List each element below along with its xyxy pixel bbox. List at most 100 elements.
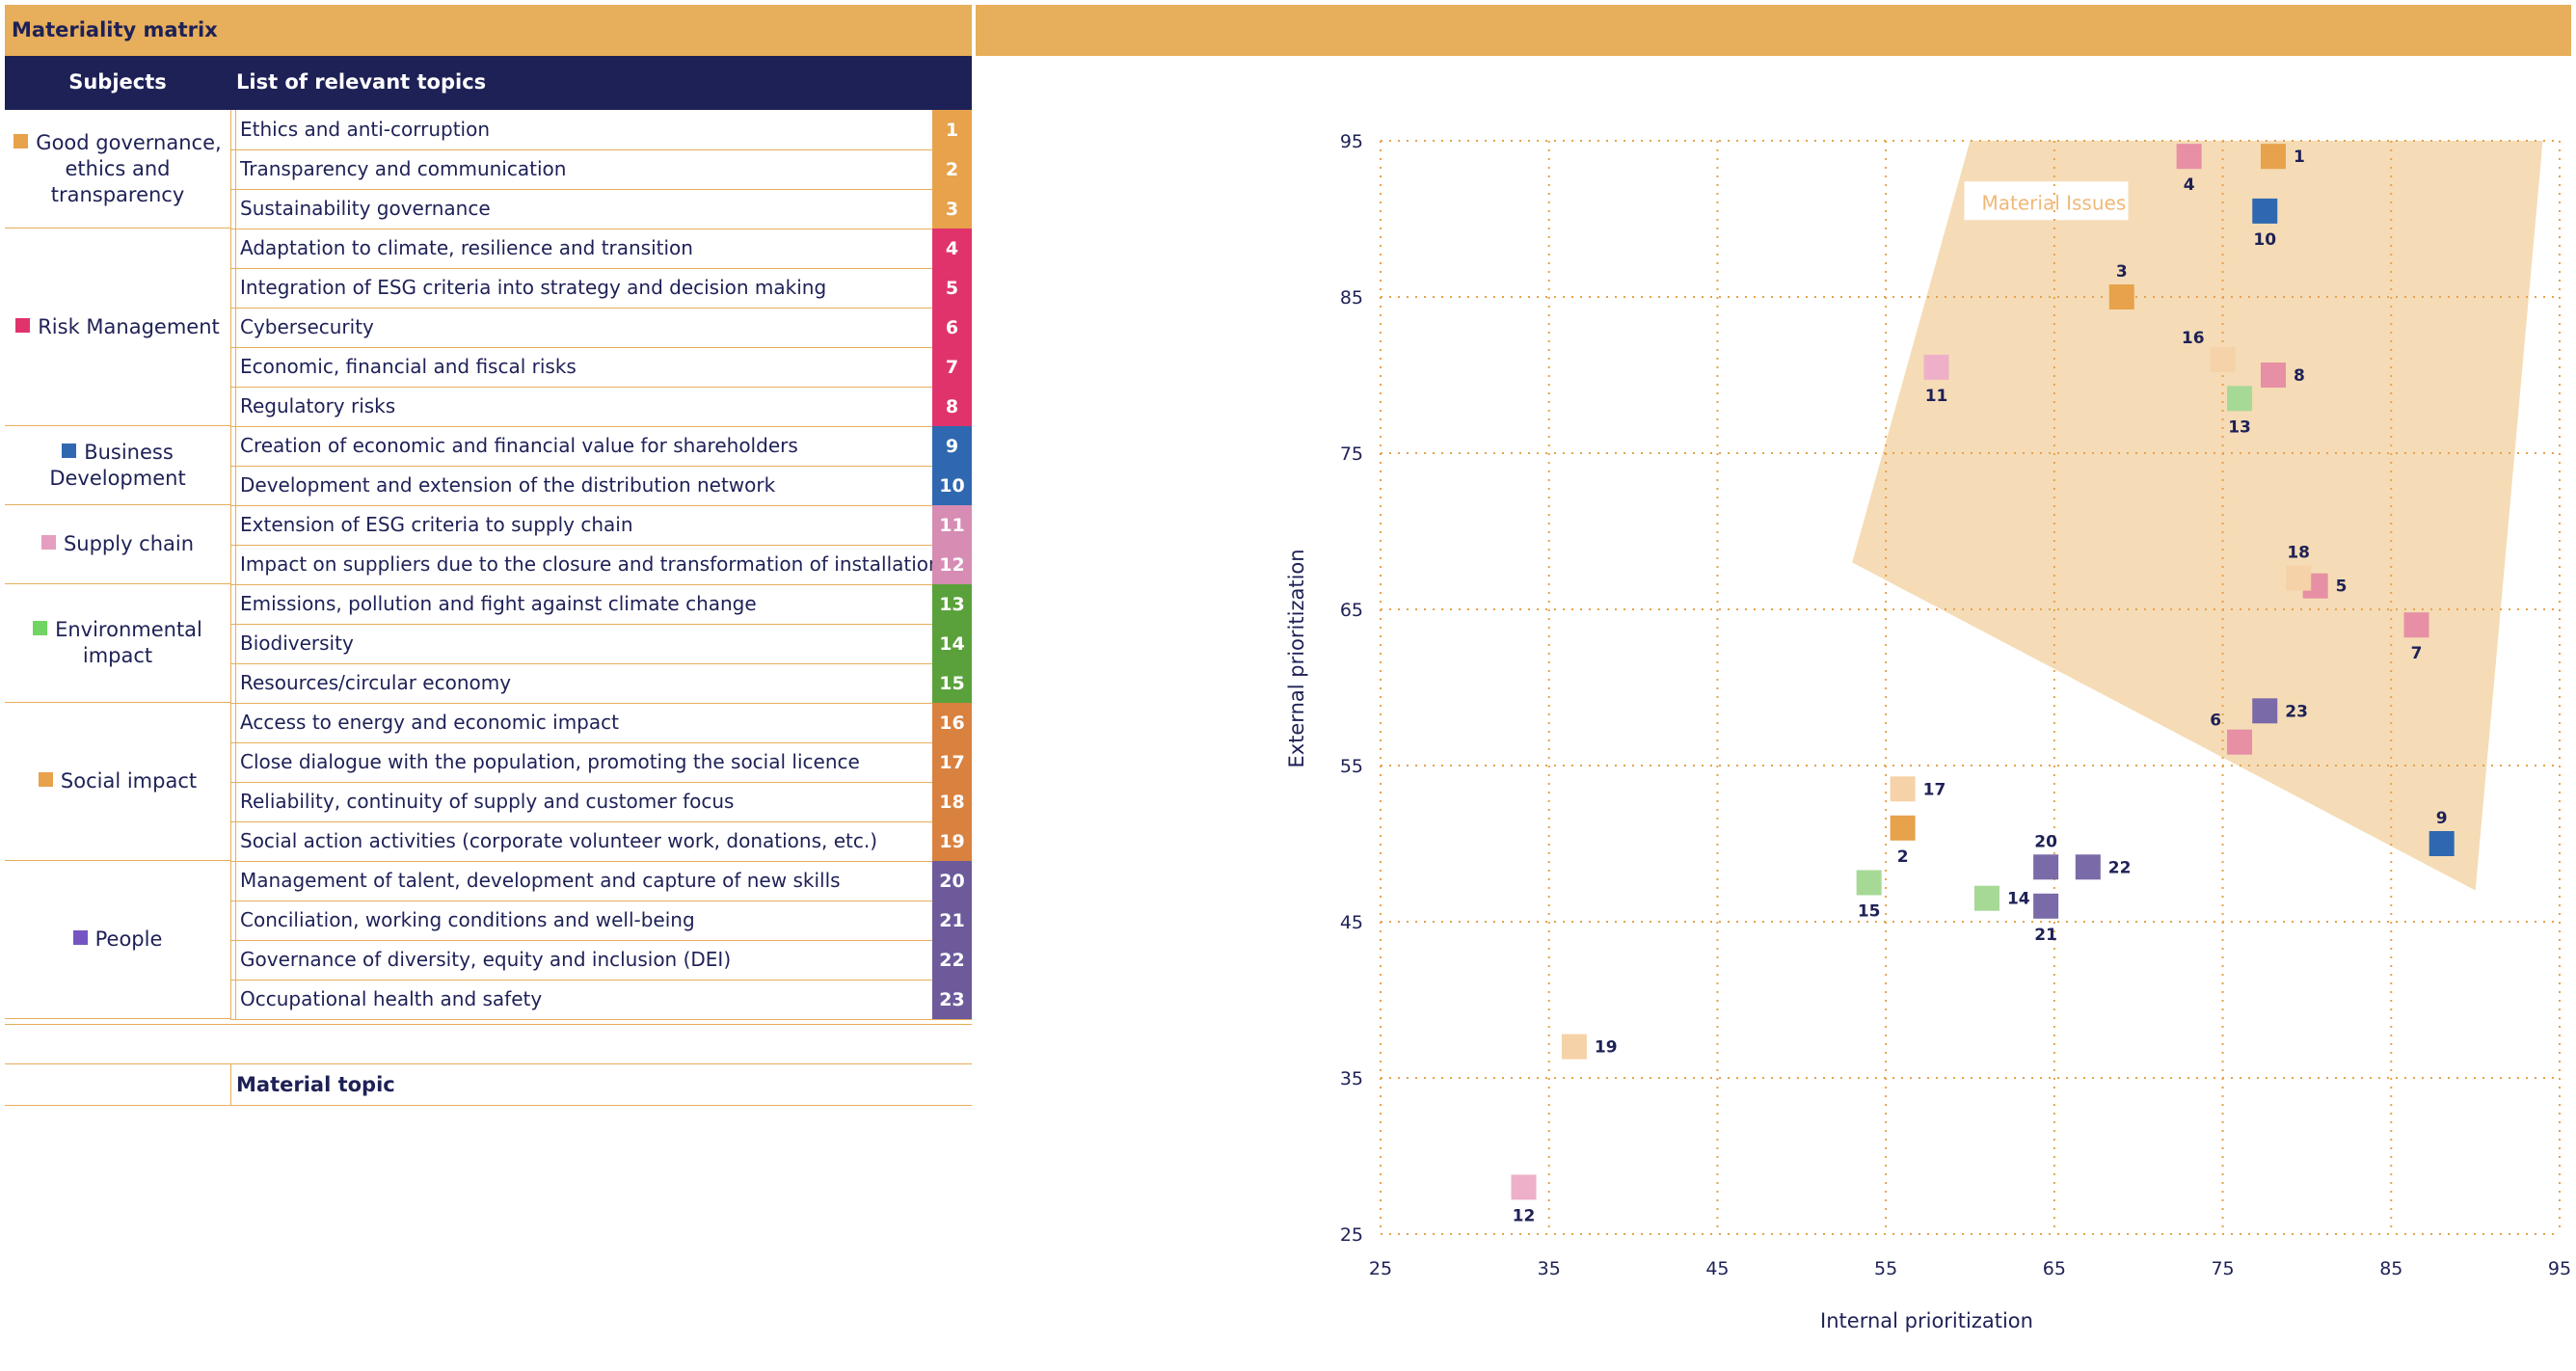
table-row: Cybersecurity 6	[230, 308, 972, 348]
subject-name: Supply chain	[63, 532, 195, 555]
topic-label: Occupational health and safety	[240, 987, 543, 1010]
data-point-label: 21	[2034, 926, 2057, 945]
legend-divider	[230, 1064, 231, 1105]
y-tick-label: 75	[1340, 444, 1363, 465]
subject-label: Risk Management	[15, 314, 220, 340]
subject-square-icon	[33, 621, 48, 635]
topic-number-badge: 13	[932, 584, 972, 624]
table-header: Subjects List of relevant topics	[5, 56, 972, 110]
y-tick-label: 65	[1340, 600, 1363, 621]
subject-cell: Risk Management	[5, 228, 231, 426]
table-row: Ethics and anti-corruption 1	[230, 110, 972, 150]
table-row: Extension of ESG criteria to supply chai…	[230, 505, 972, 546]
data-point-label: 3	[2116, 262, 2128, 282]
topic-label: Management of talent, development and ca…	[240, 869, 841, 892]
topic-number-badge: 8	[932, 387, 972, 426]
subject-name: Business Development	[49, 440, 186, 490]
subject-cell: People	[5, 861, 231, 1019]
table-row: Access to energy and economic impact 16	[230, 703, 972, 743]
table-row: Reliability, continuity of supply and cu…	[230, 782, 972, 822]
table-row: Management of talent, development and ca…	[230, 861, 972, 901]
table-row: Creation of economic and financial value…	[230, 426, 972, 467]
topic-number-badge: 15	[932, 663, 972, 703]
subject-square-icon	[40, 535, 56, 550]
data-point-label: 22	[2108, 858, 2132, 877]
table-row: Transparency and communication 2	[230, 149, 972, 190]
y-tick-label: 85	[1340, 287, 1363, 309]
data-point-2	[1890, 815, 1916, 841]
topic-label: Resources/circular economy	[240, 671, 512, 694]
column-header-subjects: Subjects	[68, 70, 167, 94]
topic-label: Biodiversity	[240, 632, 354, 655]
subject-square-icon	[13, 133, 29, 148]
topic-label: Development and extension of the distrib…	[240, 473, 776, 497]
topic-label: Transparency and communication	[240, 157, 567, 180]
data-point-10	[2252, 198, 2278, 224]
data-point-7	[2403, 612, 2429, 638]
subject-label: People	[72, 927, 162, 953]
topic-label: Extension of ESG criteria to supply chai…	[240, 513, 633, 536]
topic-number-badge: 22	[932, 940, 972, 980]
subject-label: Social impact	[38, 768, 197, 794]
table-row: Adaptation to climate, resilience and tr…	[230, 228, 972, 269]
table-row: Emissions, pollution and fight against c…	[230, 584, 972, 625]
topic-label: Governance of diversity, equity and incl…	[240, 948, 732, 971]
table-row: Resources/circular economy 15	[230, 663, 972, 704]
y-tick-label: 25	[1340, 1224, 1363, 1246]
data-point-label: 4	[2184, 175, 2195, 195]
data-point-label: 16	[2182, 329, 2205, 348]
subject-cell: Supply chain	[5, 505, 231, 584]
table-row: Biodiversity 14	[230, 624, 972, 664]
subject-name: Environmental impact	[55, 618, 202, 667]
subject-cell: Social impact	[5, 703, 231, 861]
topic-label: Adaptation to climate, resilience and tr…	[240, 236, 693, 259]
y-tick-label: 45	[1340, 912, 1363, 933]
subject-square-icon	[15, 317, 31, 333]
x-tick-label: 45	[1705, 1258, 1729, 1279]
topic-label: Access to energy and economic impact	[240, 711, 619, 734]
topic-label: Close dialogue with the population, prom…	[240, 750, 860, 773]
table-row: Sustainability governance 3	[230, 189, 972, 229]
data-point-label: 17	[1923, 780, 1946, 799]
material-issues-label-box	[1964, 181, 2129, 221]
topic-number-badge: 16	[932, 703, 972, 742]
data-point-6	[2227, 729, 2253, 755]
data-point-8	[2260, 363, 2286, 388]
topic-label: Cybersecurity	[240, 315, 374, 338]
panel-title: Materiality matrix	[12, 18, 218, 41]
data-point-label: 11	[1925, 387, 1948, 406]
data-point-19	[1561, 1034, 1587, 1060]
data-point-20	[2033, 854, 2059, 880]
subject-label: Good governance, ethics and transparency	[5, 130, 230, 208]
table-row: Social action activities (corporate volu…	[230, 821, 972, 862]
topic-number-badge: 18	[932, 782, 972, 821]
x-tick-label: 55	[1874, 1258, 1897, 1279]
table-row: Occupational health and safety 23	[230, 980, 972, 1020]
topic-label: Economic, financial and fiscal risks	[240, 355, 577, 378]
topic-number-badge: 7	[932, 347, 972, 387]
column-divider	[235, 110, 236, 1019]
table-divider	[5, 1024, 972, 1025]
subject-label: Supply chain	[40, 531, 195, 557]
topic-number-badge: 20	[932, 861, 972, 901]
table-row: Governance of diversity, equity and incl…	[230, 940, 972, 981]
data-point-label: 18	[2287, 544, 2310, 563]
topic-number-badge: 23	[932, 980, 972, 1019]
table-row: Economic, financial and fiscal risks 7	[230, 347, 972, 388]
data-point-label: 6	[2210, 712, 2221, 731]
data-point-12	[1511, 1174, 1537, 1200]
x-axis-label: Internal prioritization	[1820, 1309, 2033, 1332]
data-point-18	[2286, 565, 2312, 591]
topic-label: Conciliation, working conditions and wel…	[240, 908, 695, 931]
data-point-label: 9	[2436, 809, 2448, 828]
x-tick-label: 85	[2379, 1258, 2402, 1279]
header-bar-right	[976, 5, 2571, 56]
header-bar-left: Materiality matrix	[5, 5, 972, 56]
material-issues-region	[1852, 141, 2543, 891]
data-point-label: 23	[2285, 702, 2308, 721]
topic-label: Regulatory risks	[240, 394, 396, 417]
topic-number-badge: 17	[932, 742, 972, 782]
data-point-17	[1890, 776, 1916, 802]
topic-label: Emissions, pollution and fight against c…	[240, 592, 757, 615]
data-point-label: 12	[1513, 1206, 1536, 1225]
